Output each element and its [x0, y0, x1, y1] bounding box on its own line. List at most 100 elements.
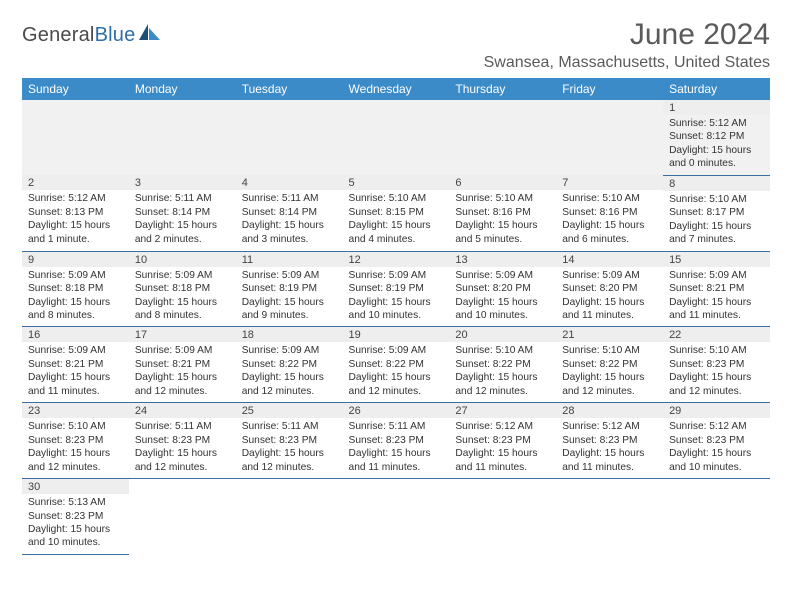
day-details: Sunrise: 5:12 AMSunset: 8:23 PMDaylight:… [449, 418, 556, 478]
day-details: Sunrise: 5:10 AMSunset: 8:23 PMDaylight:… [663, 342, 770, 402]
day-details: Sunrise: 5:11 AMSunset: 8:14 PMDaylight:… [236, 190, 343, 250]
calendar-row: 1Sunrise: 5:12 AMSunset: 8:12 PMDaylight… [22, 100, 770, 175]
weekday-header: Saturday [663, 78, 770, 100]
weekday-header: Tuesday [236, 78, 343, 100]
calendar-cell: 3Sunrise: 5:11 AMSunset: 8:14 PMDaylight… [129, 175, 236, 251]
day-details: Sunrise: 5:12 AMSunset: 8:12 PMDaylight:… [663, 115, 770, 175]
calendar-cell: 30Sunrise: 5:13 AMSunset: 8:23 PMDayligh… [22, 479, 129, 555]
day-number: 28 [556, 403, 663, 418]
calendar-cell: 6Sunrise: 5:10 AMSunset: 8:16 PMDaylight… [449, 175, 556, 251]
calendar-cell: 1Sunrise: 5:12 AMSunset: 8:12 PMDaylight… [663, 100, 770, 175]
day-number: 19 [343, 327, 450, 342]
day-number: 1 [663, 100, 770, 115]
day-number: 16 [22, 327, 129, 342]
day-details: Sunrise: 5:09 AMSunset: 8:19 PMDaylight:… [343, 267, 450, 327]
calendar-cell: 20Sunrise: 5:10 AMSunset: 8:22 PMDayligh… [449, 327, 556, 403]
day-number: 17 [129, 327, 236, 342]
calendar-row: 30Sunrise: 5:13 AMSunset: 8:23 PMDayligh… [22, 479, 770, 555]
day-details: Sunrise: 5:09 AMSunset: 8:21 PMDaylight:… [663, 267, 770, 327]
day-number: 18 [236, 327, 343, 342]
day-number: 7 [556, 175, 663, 190]
calendar-cell: 12Sunrise: 5:09 AMSunset: 8:19 PMDayligh… [343, 251, 450, 327]
day-details: Sunrise: 5:11 AMSunset: 8:23 PMDaylight:… [236, 418, 343, 478]
day-details: Sunrise: 5:09 AMSunset: 8:22 PMDaylight:… [236, 342, 343, 402]
day-details: Sunrise: 5:09 AMSunset: 8:20 PMDaylight:… [449, 267, 556, 327]
calendar-cell: 8Sunrise: 5:10 AMSunset: 8:17 PMDaylight… [663, 175, 770, 251]
calendar-cell: 9Sunrise: 5:09 AMSunset: 8:18 PMDaylight… [22, 251, 129, 327]
day-number: 10 [129, 252, 236, 267]
day-details: Sunrise: 5:11 AMSunset: 8:23 PMDaylight:… [129, 418, 236, 478]
day-details: Sunrise: 5:10 AMSunset: 8:17 PMDaylight:… [663, 191, 770, 251]
day-number: 27 [449, 403, 556, 418]
day-details: Sunrise: 5:12 AMSunset: 8:23 PMDaylight:… [556, 418, 663, 478]
calendar-cell: 2Sunrise: 5:12 AMSunset: 8:13 PMDaylight… [22, 175, 129, 251]
day-details: Sunrise: 5:09 AMSunset: 8:22 PMDaylight:… [343, 342, 450, 402]
day-details: Sunrise: 5:10 AMSunset: 8:16 PMDaylight:… [449, 190, 556, 250]
calendar-row: 2Sunrise: 5:12 AMSunset: 8:13 PMDaylight… [22, 175, 770, 251]
calendar-cell: 15Sunrise: 5:09 AMSunset: 8:21 PMDayligh… [663, 251, 770, 327]
calendar-cell-empty [556, 479, 663, 555]
calendar-cell: 17Sunrise: 5:09 AMSunset: 8:21 PMDayligh… [129, 327, 236, 403]
calendar-cell: 10Sunrise: 5:09 AMSunset: 8:18 PMDayligh… [129, 251, 236, 327]
calendar-cell: 7Sunrise: 5:10 AMSunset: 8:16 PMDaylight… [556, 175, 663, 251]
calendar-row: 23Sunrise: 5:10 AMSunset: 8:23 PMDayligh… [22, 403, 770, 479]
calendar-cell: 16Sunrise: 5:09 AMSunset: 8:21 PMDayligh… [22, 327, 129, 403]
calendar-cell: 26Sunrise: 5:11 AMSunset: 8:23 PMDayligh… [343, 403, 450, 479]
calendar-cell: 21Sunrise: 5:10 AMSunset: 8:22 PMDayligh… [556, 327, 663, 403]
day-number: 20 [449, 327, 556, 342]
day-number: 5 [343, 175, 450, 190]
calendar-cell: 24Sunrise: 5:11 AMSunset: 8:23 PMDayligh… [129, 403, 236, 479]
day-details: Sunrise: 5:12 AMSunset: 8:23 PMDaylight:… [663, 418, 770, 478]
day-number: 6 [449, 175, 556, 190]
logo-text: GeneralBlue [22, 24, 135, 47]
day-details: Sunrise: 5:09 AMSunset: 8:21 PMDaylight:… [129, 342, 236, 402]
calendar-cell-empty [129, 100, 236, 175]
day-details: Sunrise: 5:12 AMSunset: 8:13 PMDaylight:… [22, 190, 129, 250]
day-number: 14 [556, 252, 663, 267]
day-details: Sunrise: 5:10 AMSunset: 8:16 PMDaylight:… [556, 190, 663, 250]
day-number: 30 [22, 479, 129, 494]
calendar-row: 9Sunrise: 5:09 AMSunset: 8:18 PMDaylight… [22, 251, 770, 327]
calendar-cell-empty [129, 479, 236, 555]
day-number: 9 [22, 252, 129, 267]
day-number: 23 [22, 403, 129, 418]
day-number: 25 [236, 403, 343, 418]
location-subtitle: Swansea, Massachusetts, United States [484, 54, 770, 72]
weekday-header: Friday [556, 78, 663, 100]
brand-logo: GeneralBlue [22, 24, 161, 47]
day-details: Sunrise: 5:09 AMSunset: 8:19 PMDaylight:… [236, 267, 343, 327]
day-number: 22 [663, 327, 770, 342]
calendar-table: SundayMondayTuesdayWednesdayThursdayFrid… [22, 78, 770, 555]
day-number: 2 [22, 175, 129, 190]
weekday-header: Wednesday [343, 78, 450, 100]
month-title: June 2024 [484, 18, 770, 52]
day-number: 11 [236, 252, 343, 267]
calendar-cell: 28Sunrise: 5:12 AMSunset: 8:23 PMDayligh… [556, 403, 663, 479]
calendar-cell: 13Sunrise: 5:09 AMSunset: 8:20 PMDayligh… [449, 251, 556, 327]
day-number: 8 [663, 176, 770, 191]
calendar-cell-empty [22, 100, 129, 175]
calendar-cell: 23Sunrise: 5:10 AMSunset: 8:23 PMDayligh… [22, 403, 129, 479]
sail-icon [139, 24, 161, 47]
calendar-cell: 11Sunrise: 5:09 AMSunset: 8:19 PMDayligh… [236, 251, 343, 327]
day-number: 13 [449, 252, 556, 267]
calendar-cell-empty [449, 479, 556, 555]
calendar-cell: 14Sunrise: 5:09 AMSunset: 8:20 PMDayligh… [556, 251, 663, 327]
logo-text-2: Blue [95, 24, 136, 46]
day-details: Sunrise: 5:09 AMSunset: 8:18 PMDaylight:… [129, 267, 236, 327]
day-details: Sunrise: 5:13 AMSunset: 8:23 PMDaylight:… [22, 494, 129, 554]
day-details: Sunrise: 5:11 AMSunset: 8:14 PMDaylight:… [129, 190, 236, 250]
day-number: 3 [129, 175, 236, 190]
day-details: Sunrise: 5:10 AMSunset: 8:23 PMDaylight:… [22, 418, 129, 478]
calendar-cell: 18Sunrise: 5:09 AMSunset: 8:22 PMDayligh… [236, 327, 343, 403]
day-details: Sunrise: 5:09 AMSunset: 8:20 PMDaylight:… [556, 267, 663, 327]
calendar-cell-empty [236, 100, 343, 175]
day-details: Sunrise: 5:10 AMSunset: 8:22 PMDaylight:… [449, 342, 556, 402]
calendar-cell: 27Sunrise: 5:12 AMSunset: 8:23 PMDayligh… [449, 403, 556, 479]
day-number: 12 [343, 252, 450, 267]
calendar-cell-empty [343, 479, 450, 555]
weekday-header-row: SundayMondayTuesdayWednesdayThursdayFrid… [22, 78, 770, 100]
day-number: 29 [663, 403, 770, 418]
calendar-cell: 29Sunrise: 5:12 AMSunset: 8:23 PMDayligh… [663, 403, 770, 479]
day-number: 15 [663, 252, 770, 267]
